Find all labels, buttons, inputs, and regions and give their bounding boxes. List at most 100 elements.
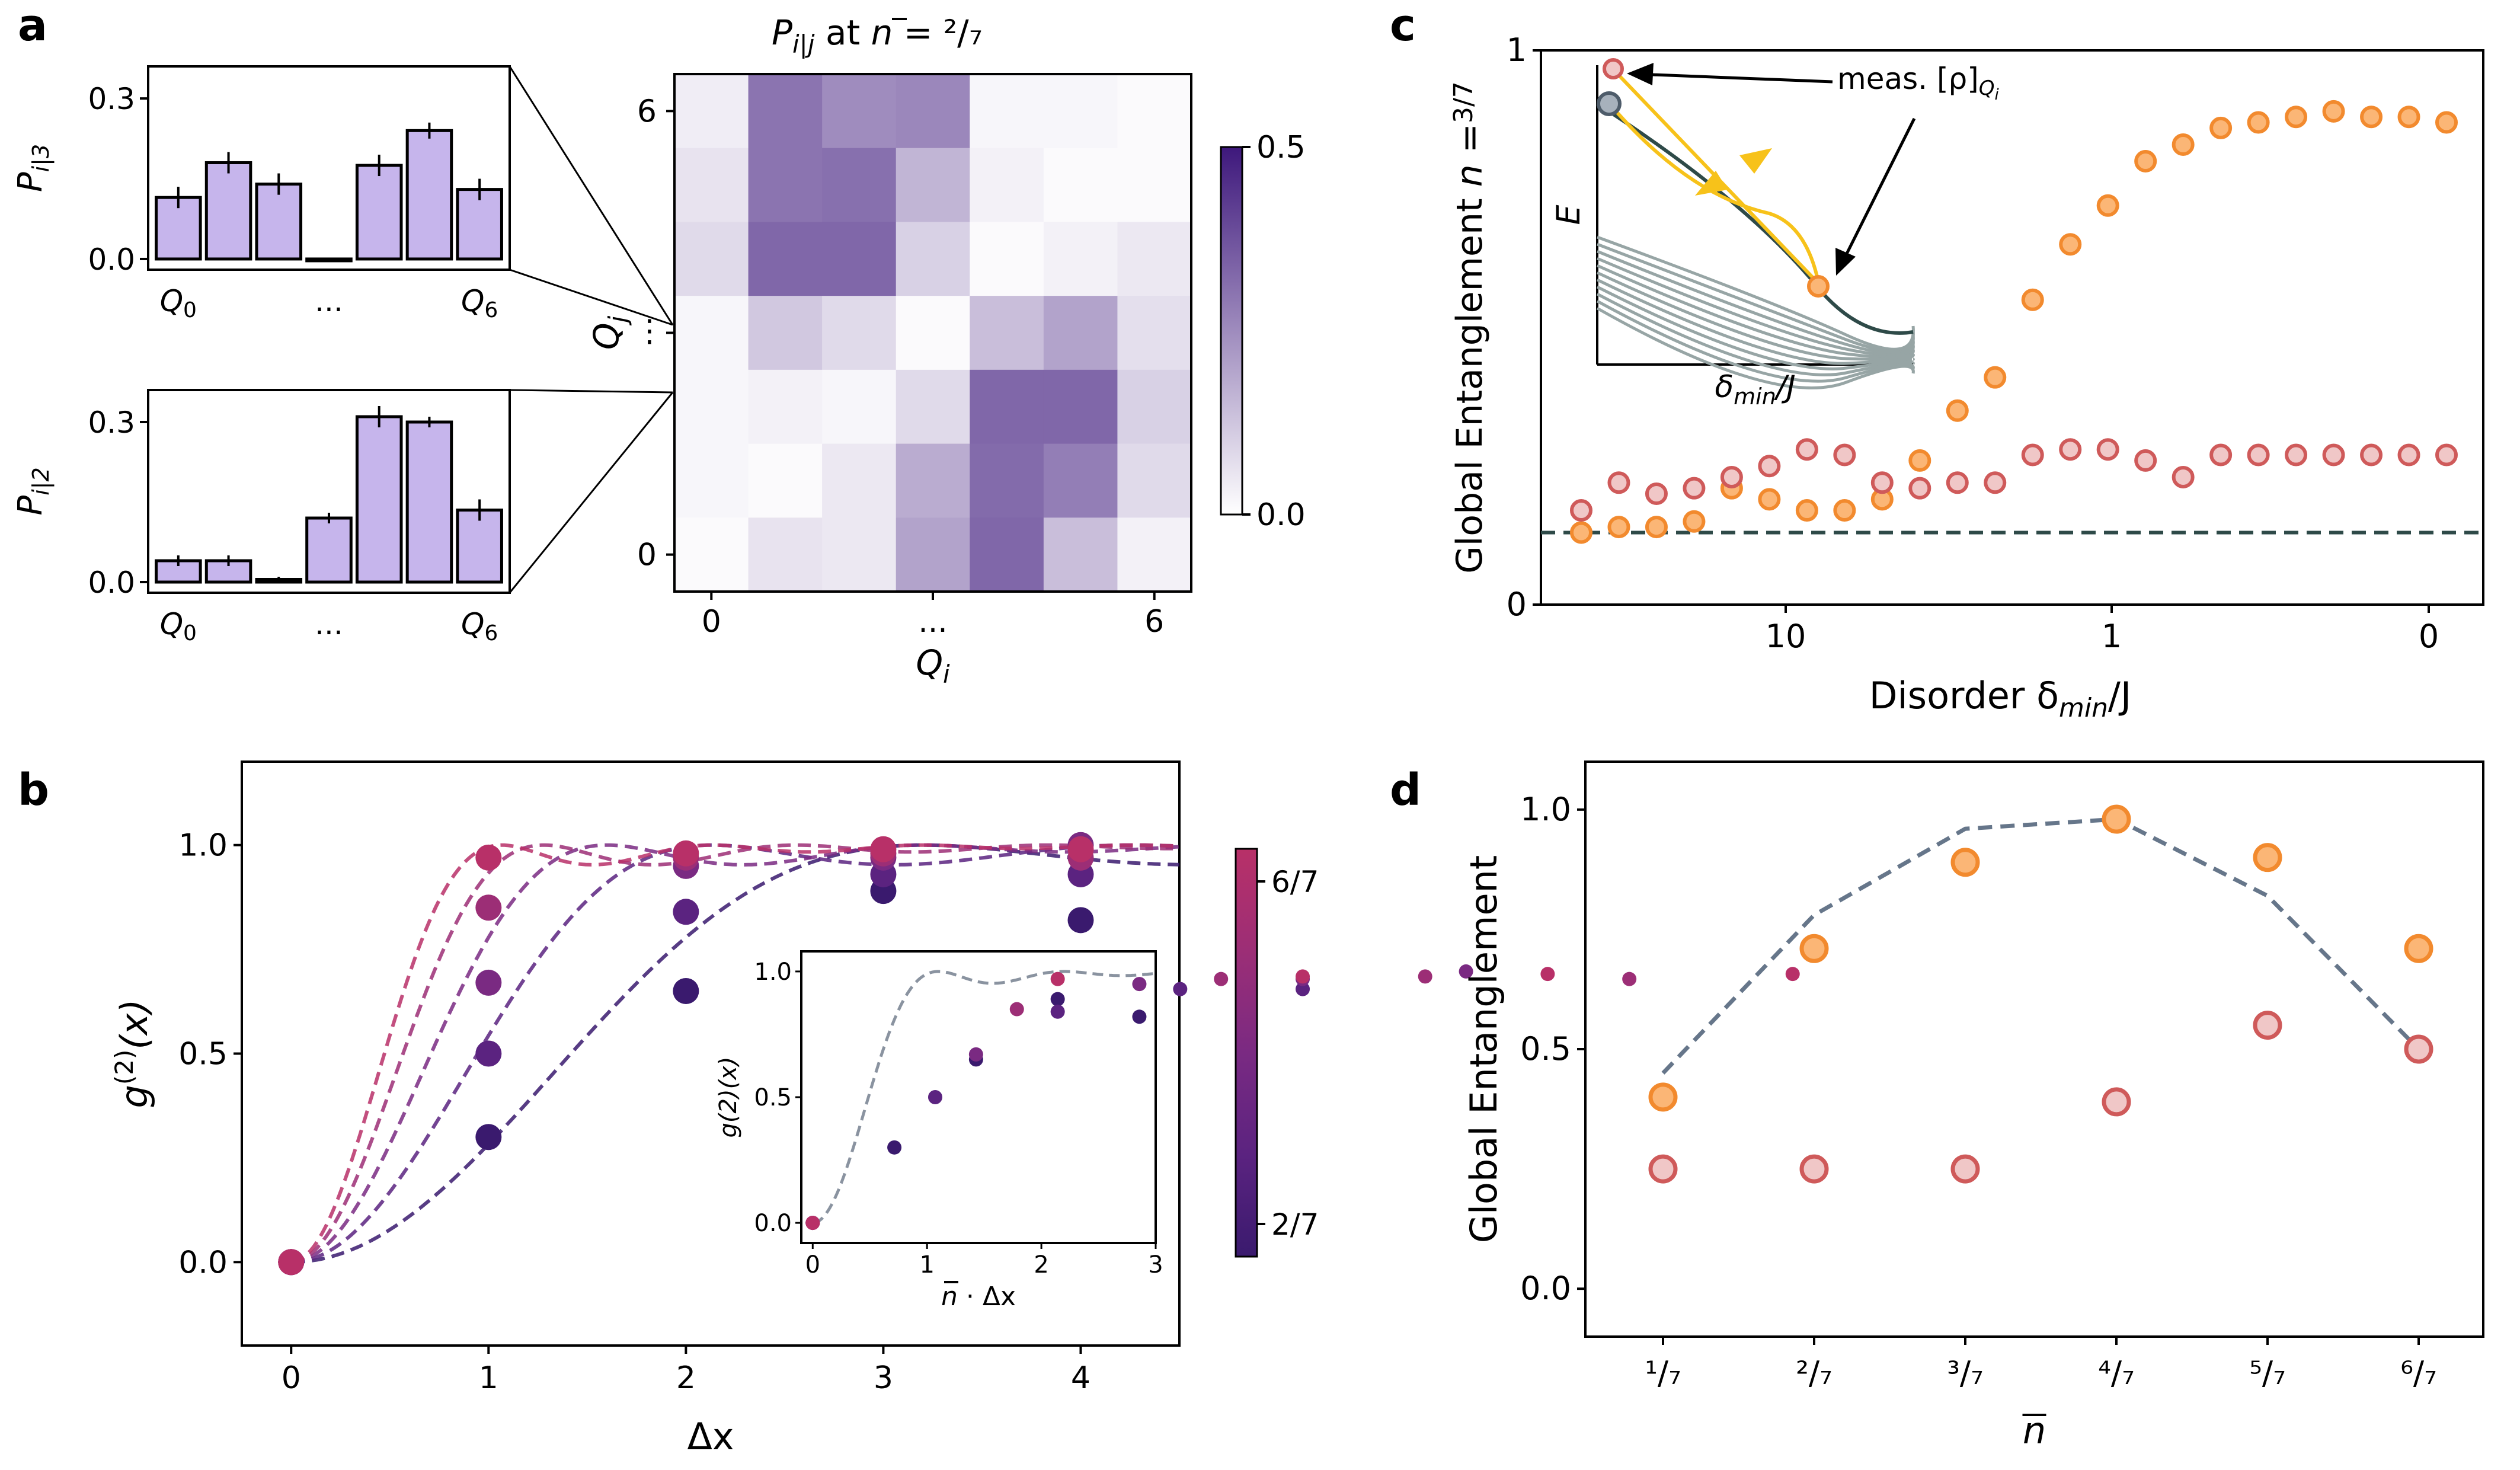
heatmap-cell (1043, 517, 1118, 592)
heatmap-cell (896, 148, 970, 222)
data-point-orange (1984, 366, 2007, 389)
heatmap-cell (674, 369, 749, 445)
annotation-sub: Q (1979, 76, 1995, 100)
heatmap-cell (674, 74, 749, 149)
data-point-red (1833, 443, 1856, 466)
heatmap-cell (748, 74, 823, 149)
data-point-red (1799, 1154, 1829, 1184)
inset-ground-point (1597, 91, 1622, 116)
y-axis-label: Qj (586, 316, 632, 350)
heatmap-cell (970, 148, 1044, 222)
heatmap-cell (970, 369, 1044, 445)
title-nbar: n (871, 12, 893, 53)
inset-data-point (1540, 967, 1555, 982)
panel-label-a: a (18, 0, 47, 51)
data-point (870, 836, 897, 862)
inset-arrowhead (1739, 148, 1772, 174)
data-point (475, 844, 502, 871)
panel-a-bar-chart-bottom: 0.00.3Pi|2Q0... Q6 (11, 389, 511, 645)
inset-data-point (1622, 972, 1637, 986)
heatmap-cell (822, 222, 897, 296)
x-tick-label: 4 (1071, 1360, 1090, 1396)
heatmap-cell (970, 74, 1044, 149)
inset-arrowhead (1695, 171, 1728, 196)
inset-x-label-main: δ (1715, 369, 1734, 405)
heatmap-cell (674, 222, 749, 296)
bar (355, 164, 403, 261)
data-point-orange (2209, 116, 2233, 139)
inset-excited-band (1596, 271, 1915, 361)
data-point-red (1908, 477, 1931, 500)
y-tick-label: 6 (637, 94, 657, 129)
heatmap-cell (1117, 517, 1192, 592)
x-axis-label-rest: /J (2108, 674, 2131, 717)
heatmap-cell (896, 222, 970, 296)
heatmap-cell (1043, 296, 1118, 370)
inset-x-label-rest: /J (1774, 369, 1796, 405)
y-tick-label: 0.3 (88, 405, 135, 440)
annotation-subsub: i (1994, 86, 1999, 104)
y-axis-label-main: Global Entanglement (1449, 187, 1491, 573)
data-point-red (1607, 471, 1630, 494)
x-tick-right-main: Q (461, 284, 484, 318)
inset-y-axis-label: E (1550, 204, 1587, 225)
inset-data-point (1009, 1002, 1024, 1017)
x-axis-label: Qi (916, 643, 950, 689)
heatmap-title: Pi|j at n = ²/₇ (772, 12, 983, 59)
inset-data-point (1296, 969, 1310, 984)
inset-x-label-rest: · Δx (958, 1282, 1016, 1312)
inset-x-axis-label: δmin/J (1715, 369, 1795, 410)
heatmap-cell (1043, 148, 1118, 222)
inset-excited-band (1596, 306, 1915, 389)
data-point-orange (1833, 499, 1856, 522)
inset-x-axis-label: n · Δx (941, 1282, 1016, 1312)
inset-annotation: meas. [ρ]Qi (1837, 62, 1999, 104)
inset-start-point (1603, 58, 1624, 79)
data-point (673, 977, 699, 1004)
x-axis-label: Disorder δmin/J (1869, 674, 2131, 723)
heatmap-cell (970, 443, 1044, 518)
data-point-red (2322, 443, 2345, 466)
inset-excited-band (1596, 278, 1915, 365)
data-point-orange (2285, 106, 2308, 129)
data-point-orange (1648, 1082, 1678, 1112)
y-axis-label-sub: i|2 (28, 467, 55, 496)
inset-y-tick-label: 0.0 (754, 1210, 792, 1237)
inset-data-point (968, 1047, 983, 1062)
x-tick-right-main: Q (461, 607, 484, 641)
y-tick-label: 0.0 (178, 1245, 228, 1280)
x-tick-label: 10 (1766, 618, 1806, 655)
data-point (1067, 836, 1094, 862)
y-axis-label: Pi|2 (11, 467, 55, 515)
x-tick-label-left: Q0 (160, 284, 197, 322)
inset-excited-band (1597, 235, 1915, 351)
x-tick-label: ⁵/₇ (2249, 1354, 2286, 1392)
inset-excited-band (1596, 299, 1915, 383)
y-axis-label-main: Q (586, 323, 626, 350)
data-point-red (1758, 455, 1781, 478)
inset-data-point (928, 1090, 942, 1104)
data-point (278, 1249, 305, 1276)
data-point-orange (1908, 449, 1931, 472)
colorbar (1235, 848, 1258, 1258)
y-axis-label-sup: (2) (110, 1050, 139, 1085)
data-point (1067, 907, 1094, 934)
y-tick-label: 0 (637, 538, 657, 573)
title-rest: at (815, 12, 871, 53)
data-point (475, 894, 502, 921)
inset-excited-band (1596, 285, 1915, 370)
connector-line (509, 389, 673, 394)
inset-data-point (1132, 1009, 1147, 1024)
data-point (673, 899, 699, 925)
x-tick-label-mid: ... (315, 284, 343, 318)
data-point-orange (2247, 111, 2270, 134)
y-tick-label: 0.5 (178, 1037, 228, 1072)
data-point-red (2435, 443, 2458, 466)
y-axis-label: g(2)(x) (110, 999, 156, 1108)
y-tick-label: 0.0 (1520, 1270, 1571, 1307)
annotation-arrow (1841, 117, 1916, 262)
y-tick-label: 1 (1507, 31, 1527, 69)
panel-label-d: d (1390, 765, 1421, 816)
